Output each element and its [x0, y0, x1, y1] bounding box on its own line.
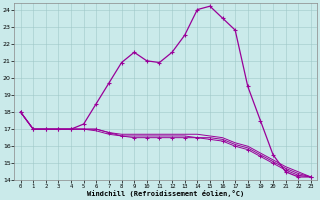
X-axis label: Windchill (Refroidissement éolien,°C): Windchill (Refroidissement éolien,°C) — [87, 190, 244, 197]
